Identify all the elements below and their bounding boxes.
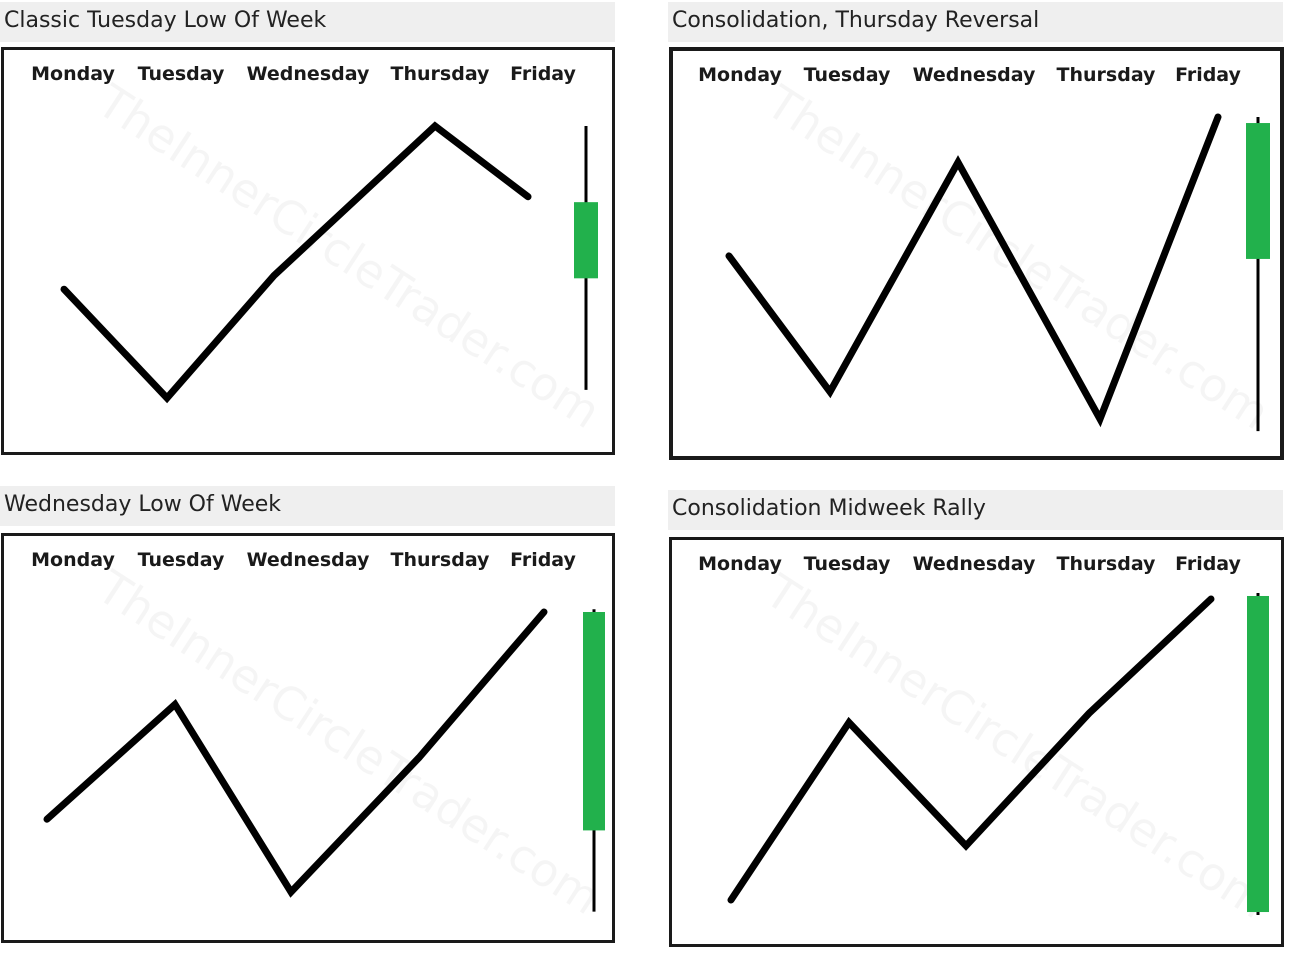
day-label-tuesday: Tuesday bbox=[138, 63, 225, 85]
day-label-friday: Friday bbox=[1175, 553, 1241, 575]
day-label-thursday: Thursday bbox=[391, 549, 491, 571]
candle-body bbox=[1246, 123, 1270, 259]
day-label-monday: Monday bbox=[31, 549, 115, 571]
watermark-text: TheInnerCircleTrader.com bbox=[87, 559, 610, 925]
day-label-tuesday: Tuesday bbox=[138, 549, 225, 571]
day-label-monday: Monday bbox=[698, 553, 782, 575]
chart-frame: TheInnerCircleTrader.comMonday Tuesday Wed… bbox=[1, 533, 615, 943]
day-label-friday: Friday bbox=[1175, 64, 1241, 86]
day-label-wednesday: Wednesday bbox=[913, 553, 1036, 575]
candle-body bbox=[583, 612, 605, 831]
day-label-tuesday: Tuesday bbox=[804, 553, 891, 575]
day-label-friday: Friday bbox=[510, 549, 576, 571]
watermark-text: TheInnerCircleTrader.com bbox=[87, 73, 610, 439]
day-label-friday: Friday bbox=[510, 63, 576, 85]
chart-svg: TheInnerCircleTrader.comMonday Tuesday Wed… bbox=[31, 63, 610, 439]
day-label-monday: Monday bbox=[698, 64, 782, 86]
day-label-wednesday: Wednesday bbox=[247, 549, 370, 571]
day-label-thursday: Thursday bbox=[391, 63, 491, 85]
day-label-thursday: Thursday bbox=[1057, 64, 1157, 86]
price-line bbox=[60, 121, 532, 404]
chart-title: Classic Tuesday Low Of Week bbox=[0, 2, 615, 42]
price-line bbox=[727, 595, 1215, 904]
chart-svg: TheInnerCircleTrader.comMondayTuesdayWed… bbox=[698, 553, 1269, 916]
price-line bbox=[725, 113, 1222, 428]
chart-frame: TheInnerCircleTrader.comMondayTuesdayWed… bbox=[669, 537, 1284, 947]
candle-body bbox=[574, 202, 598, 279]
candle-body bbox=[1247, 595, 1269, 913]
chart-title: Consolidation Midweek Rally bbox=[668, 490, 1283, 530]
day-label-thursday: Thursday bbox=[1057, 553, 1157, 575]
chart-frame: TheInnerCircleTrader.comMonday Tuesday Wed… bbox=[1, 47, 615, 455]
day-label-tuesday: Tuesday bbox=[804, 64, 891, 86]
day-label-wednesday: Wednesday bbox=[247, 63, 370, 85]
chart-title: Consolidation, Thursday Reversal bbox=[668, 2, 1283, 42]
day-label-wednesday: Wednesday bbox=[913, 64, 1036, 86]
price-line bbox=[43, 608, 548, 898]
day-label-monday: Monday bbox=[31, 63, 115, 85]
chart-svg: TheInnerCircleTrader.comMonday Tuesday Wed… bbox=[31, 549, 610, 925]
chart-frame: TheInnerCircleTrader.comMondayTuesdayWed… bbox=[669, 47, 1284, 460]
chart-svg: TheInnerCircleTrader.comMondayTuesdayWed… bbox=[698, 64, 1270, 432]
chart-title: Wednesday Low Of Week bbox=[0, 486, 615, 526]
